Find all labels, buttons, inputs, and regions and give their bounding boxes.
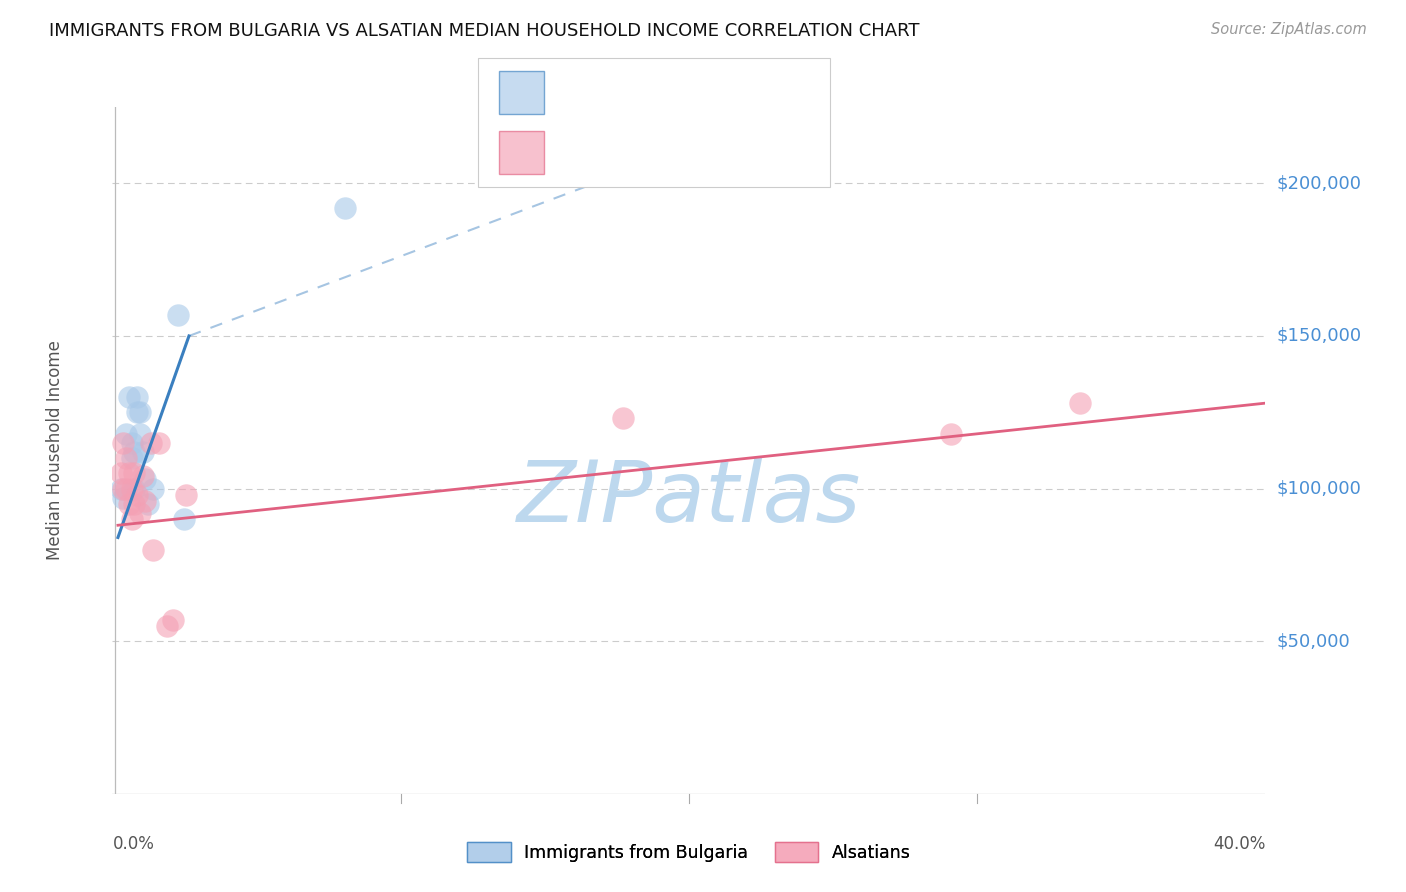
Point xyxy=(121,451,143,466)
Point xyxy=(173,512,195,526)
Point xyxy=(110,482,132,496)
Text: R = 0.302: R = 0.302 xyxy=(558,143,665,162)
Text: Median Household Income: Median Household Income xyxy=(46,341,63,560)
Point xyxy=(612,411,634,425)
Point xyxy=(121,482,143,496)
Point xyxy=(131,469,153,483)
Point xyxy=(941,426,963,441)
Point xyxy=(115,451,138,466)
Point xyxy=(110,467,132,481)
Point xyxy=(112,435,135,450)
Legend: Immigrants from Bulgaria, Alsatians: Immigrants from Bulgaria, Alsatians xyxy=(463,838,915,868)
Text: R = 0.422: R = 0.422 xyxy=(558,83,665,103)
Point xyxy=(124,445,146,459)
Point xyxy=(115,426,138,441)
Point xyxy=(121,435,143,450)
Text: $150,000: $150,000 xyxy=(1277,327,1361,345)
Point xyxy=(125,405,148,419)
Point xyxy=(156,619,179,633)
Point xyxy=(112,482,135,496)
Point xyxy=(124,497,146,511)
Text: $200,000: $200,000 xyxy=(1277,174,1361,193)
Point xyxy=(167,308,190,322)
Text: $100,000: $100,000 xyxy=(1277,480,1361,498)
Text: $50,000: $50,000 xyxy=(1277,632,1350,650)
Point xyxy=(118,390,141,404)
Point xyxy=(121,512,143,526)
Point xyxy=(118,467,141,481)
Text: N = 24: N = 24 xyxy=(678,143,751,162)
Point xyxy=(1069,396,1091,410)
Point xyxy=(124,482,146,496)
Point xyxy=(134,493,156,508)
Point xyxy=(112,491,135,505)
Point xyxy=(118,497,141,511)
Point xyxy=(128,506,150,520)
Text: Source: ZipAtlas.com: Source: ZipAtlas.com xyxy=(1211,22,1367,37)
Point xyxy=(125,390,148,404)
Point xyxy=(115,482,138,496)
Point xyxy=(131,445,153,459)
Point xyxy=(128,426,150,441)
Point xyxy=(124,467,146,481)
Text: 0.0%: 0.0% xyxy=(112,835,155,853)
Point xyxy=(142,482,165,496)
Point xyxy=(333,201,356,215)
Point xyxy=(142,542,165,557)
Point xyxy=(134,473,156,487)
Point xyxy=(136,497,159,511)
Point xyxy=(139,435,162,450)
Point xyxy=(128,405,150,419)
Text: ZIPatlas: ZIPatlas xyxy=(517,457,860,540)
Point xyxy=(125,488,148,502)
Point xyxy=(174,488,197,502)
Text: 40.0%: 40.0% xyxy=(1213,835,1265,853)
Point xyxy=(148,435,170,450)
Point xyxy=(162,613,184,627)
Text: N = 19: N = 19 xyxy=(678,83,751,103)
Text: IMMIGRANTS FROM BULGARIA VS ALSATIAN MEDIAN HOUSEHOLD INCOME CORRELATION CHART: IMMIGRANTS FROM BULGARIA VS ALSATIAN MED… xyxy=(49,22,920,40)
